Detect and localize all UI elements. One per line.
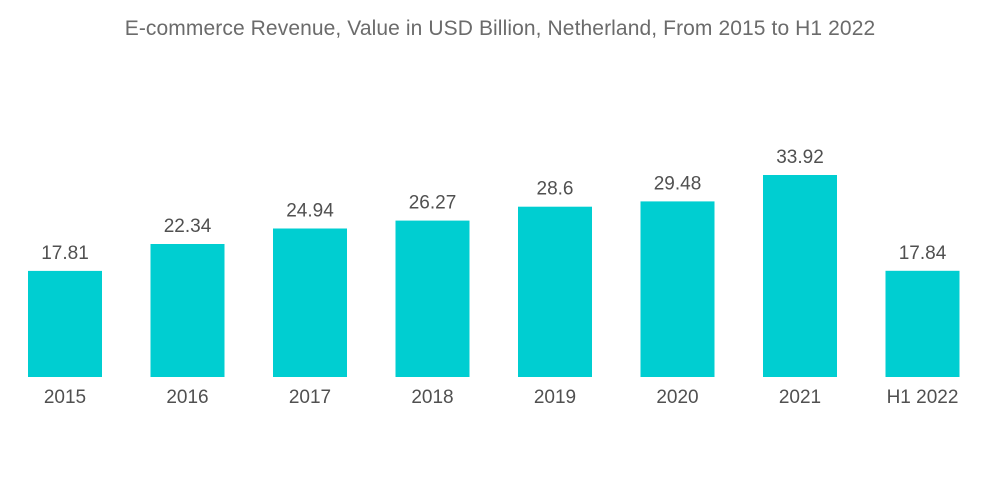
chart-title: E-commerce Revenue, Value in USD Billion… (124, 17, 876, 40)
value-label-2020: 29.48 (654, 173, 702, 194)
value-label-2016: 22.34 (164, 216, 212, 237)
x-tick-label-2017: 2017 (289, 387, 331, 408)
x-axis-tick-labels: 2015 2016 2017 2018 2019 2020 2021 H1 2022 (44, 387, 959, 408)
bar-2019 (518, 206, 592, 377)
x-tick-label-2016: 2016 (166, 387, 208, 408)
value-label-2015: 17.81 (41, 243, 89, 264)
x-tick-label-h1-2022: H1 2022 (887, 387, 959, 408)
bar-2015 (28, 270, 102, 377)
bar-2021 (763, 175, 837, 377)
value-label-2017: 24.94 (286, 201, 334, 222)
x-tick-label-2021: 2021 (779, 387, 821, 408)
value-labels-layer: 17.81 22.34 24.94 26.27 28.6 29.48 33.92 17.84 (41, 147, 946, 264)
bar-2016 (150, 244, 225, 377)
x-tick-label-2018: 2018 (411, 387, 453, 408)
bar-2017 (273, 228, 347, 377)
bar-2020 (640, 201, 715, 377)
bars-layer (28, 175, 960, 377)
value-label-2018: 26.27 (409, 193, 457, 214)
value-label-2021: 33.92 (776, 147, 824, 168)
value-label-2019: 28.6 (537, 179, 574, 200)
value-label-h1-2022: 17.84 (899, 243, 947, 264)
x-tick-label-2020: 2020 (656, 387, 698, 408)
bar-h1-2022 (885, 270, 960, 377)
bar-2018 (395, 220, 470, 377)
x-tick-label-2019: 2019 (534, 387, 576, 408)
x-tick-label-2015: 2015 (44, 387, 86, 408)
